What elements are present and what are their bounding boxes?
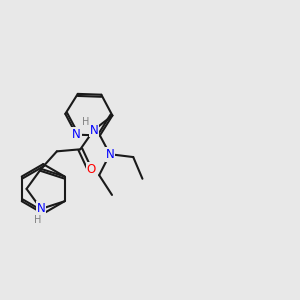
- Text: H: H: [82, 117, 89, 127]
- Text: N: N: [89, 124, 98, 136]
- Text: N: N: [72, 128, 81, 141]
- Text: O: O: [86, 163, 96, 176]
- Text: H: H: [34, 215, 42, 225]
- Text: N: N: [37, 202, 46, 215]
- Text: N: N: [106, 148, 114, 161]
